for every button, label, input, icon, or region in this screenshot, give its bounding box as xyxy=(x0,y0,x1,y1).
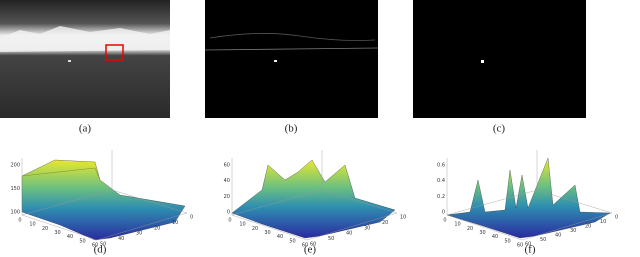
caption: (d) xyxy=(94,244,107,256)
x-tick-label: 40 xyxy=(277,234,283,240)
y-tick-label: 20 xyxy=(585,224,591,230)
x-tick-label: 30 xyxy=(479,230,485,236)
y-tick-label: 20 xyxy=(382,220,388,226)
surface-e xyxy=(231,159,396,239)
z-tick-label: 0 xyxy=(442,210,445,216)
x-tick-label: 20 xyxy=(252,226,258,232)
y-tick-label: 40 xyxy=(555,233,561,239)
y-tick-label: 60 xyxy=(525,242,531,248)
y-tick-label: 30 xyxy=(570,228,576,234)
axis-box xyxy=(231,150,398,241)
x-tick-label: 20 xyxy=(42,226,48,232)
z-tick-label: 0.4 xyxy=(437,178,445,184)
y-tick-label: 30 xyxy=(364,225,370,231)
y-tick-label: 0 xyxy=(190,215,193,221)
z-tick-label: 200 xyxy=(10,163,20,169)
surface-d xyxy=(21,159,186,241)
image-b xyxy=(204,0,379,118)
image-c xyxy=(413,0,586,118)
x-tick-label: 60 xyxy=(517,243,523,249)
x-tick-label: 50 xyxy=(504,238,510,244)
x-tick-label: 10 xyxy=(29,222,35,228)
y-tick-label: 10 xyxy=(172,220,178,226)
caption: (e) xyxy=(304,244,317,256)
z-tick-label: 40 xyxy=(224,178,230,184)
axis-box xyxy=(446,150,613,241)
z-tick-label: 60 xyxy=(224,163,230,169)
y-tick-label: 10 xyxy=(600,219,606,225)
z-tick-label: 150 xyxy=(10,186,20,192)
caption: (c) xyxy=(493,123,506,135)
x-tick-label: 10 xyxy=(239,222,245,228)
y-tick-label: 60 xyxy=(310,242,316,248)
image-a xyxy=(0,0,170,118)
y-tick-label: 50 xyxy=(540,237,546,243)
y-tick-label: 50 xyxy=(100,242,106,248)
z-tick-label: 0.6 xyxy=(437,163,445,169)
x-tick-label: 30 xyxy=(54,230,60,236)
z-tick-label: 100 xyxy=(10,210,20,216)
y-tick-label: 30 xyxy=(136,231,142,237)
x-tick-label: 50 xyxy=(79,238,85,244)
axis-box xyxy=(21,150,188,241)
caption: (f) xyxy=(525,244,536,256)
x-tick-label: 0 xyxy=(443,218,446,224)
y-tick-label: 50 xyxy=(328,236,334,242)
caption: (b) xyxy=(285,123,298,135)
z-tick-label: 0 xyxy=(227,210,230,216)
y-tick-label: 40 xyxy=(118,236,124,242)
y-tick-label: 40 xyxy=(346,231,352,237)
x-tick-label: 0 xyxy=(18,218,21,224)
y-tick-label: 10 xyxy=(400,215,406,221)
x-tick-label: 0 xyxy=(228,218,231,224)
x-tick-label: 50 xyxy=(289,238,295,244)
x-tick-label: 60 xyxy=(92,243,98,249)
x-tick-label: 40 xyxy=(492,234,498,240)
x-tick-label: 10 xyxy=(454,222,460,228)
x-tick-label: 40 xyxy=(67,234,73,240)
x-tick-label: 30 xyxy=(264,230,270,236)
caption: (a) xyxy=(79,123,92,135)
y-tick-label: 20 xyxy=(154,225,160,231)
y-tick-label: 0 xyxy=(615,215,618,221)
x-tick-label: 20 xyxy=(467,226,473,232)
z-tick-label: 0.2 xyxy=(437,194,445,200)
z-tick-label: 20 xyxy=(224,194,230,200)
x-tick-label: 60 xyxy=(302,243,308,249)
